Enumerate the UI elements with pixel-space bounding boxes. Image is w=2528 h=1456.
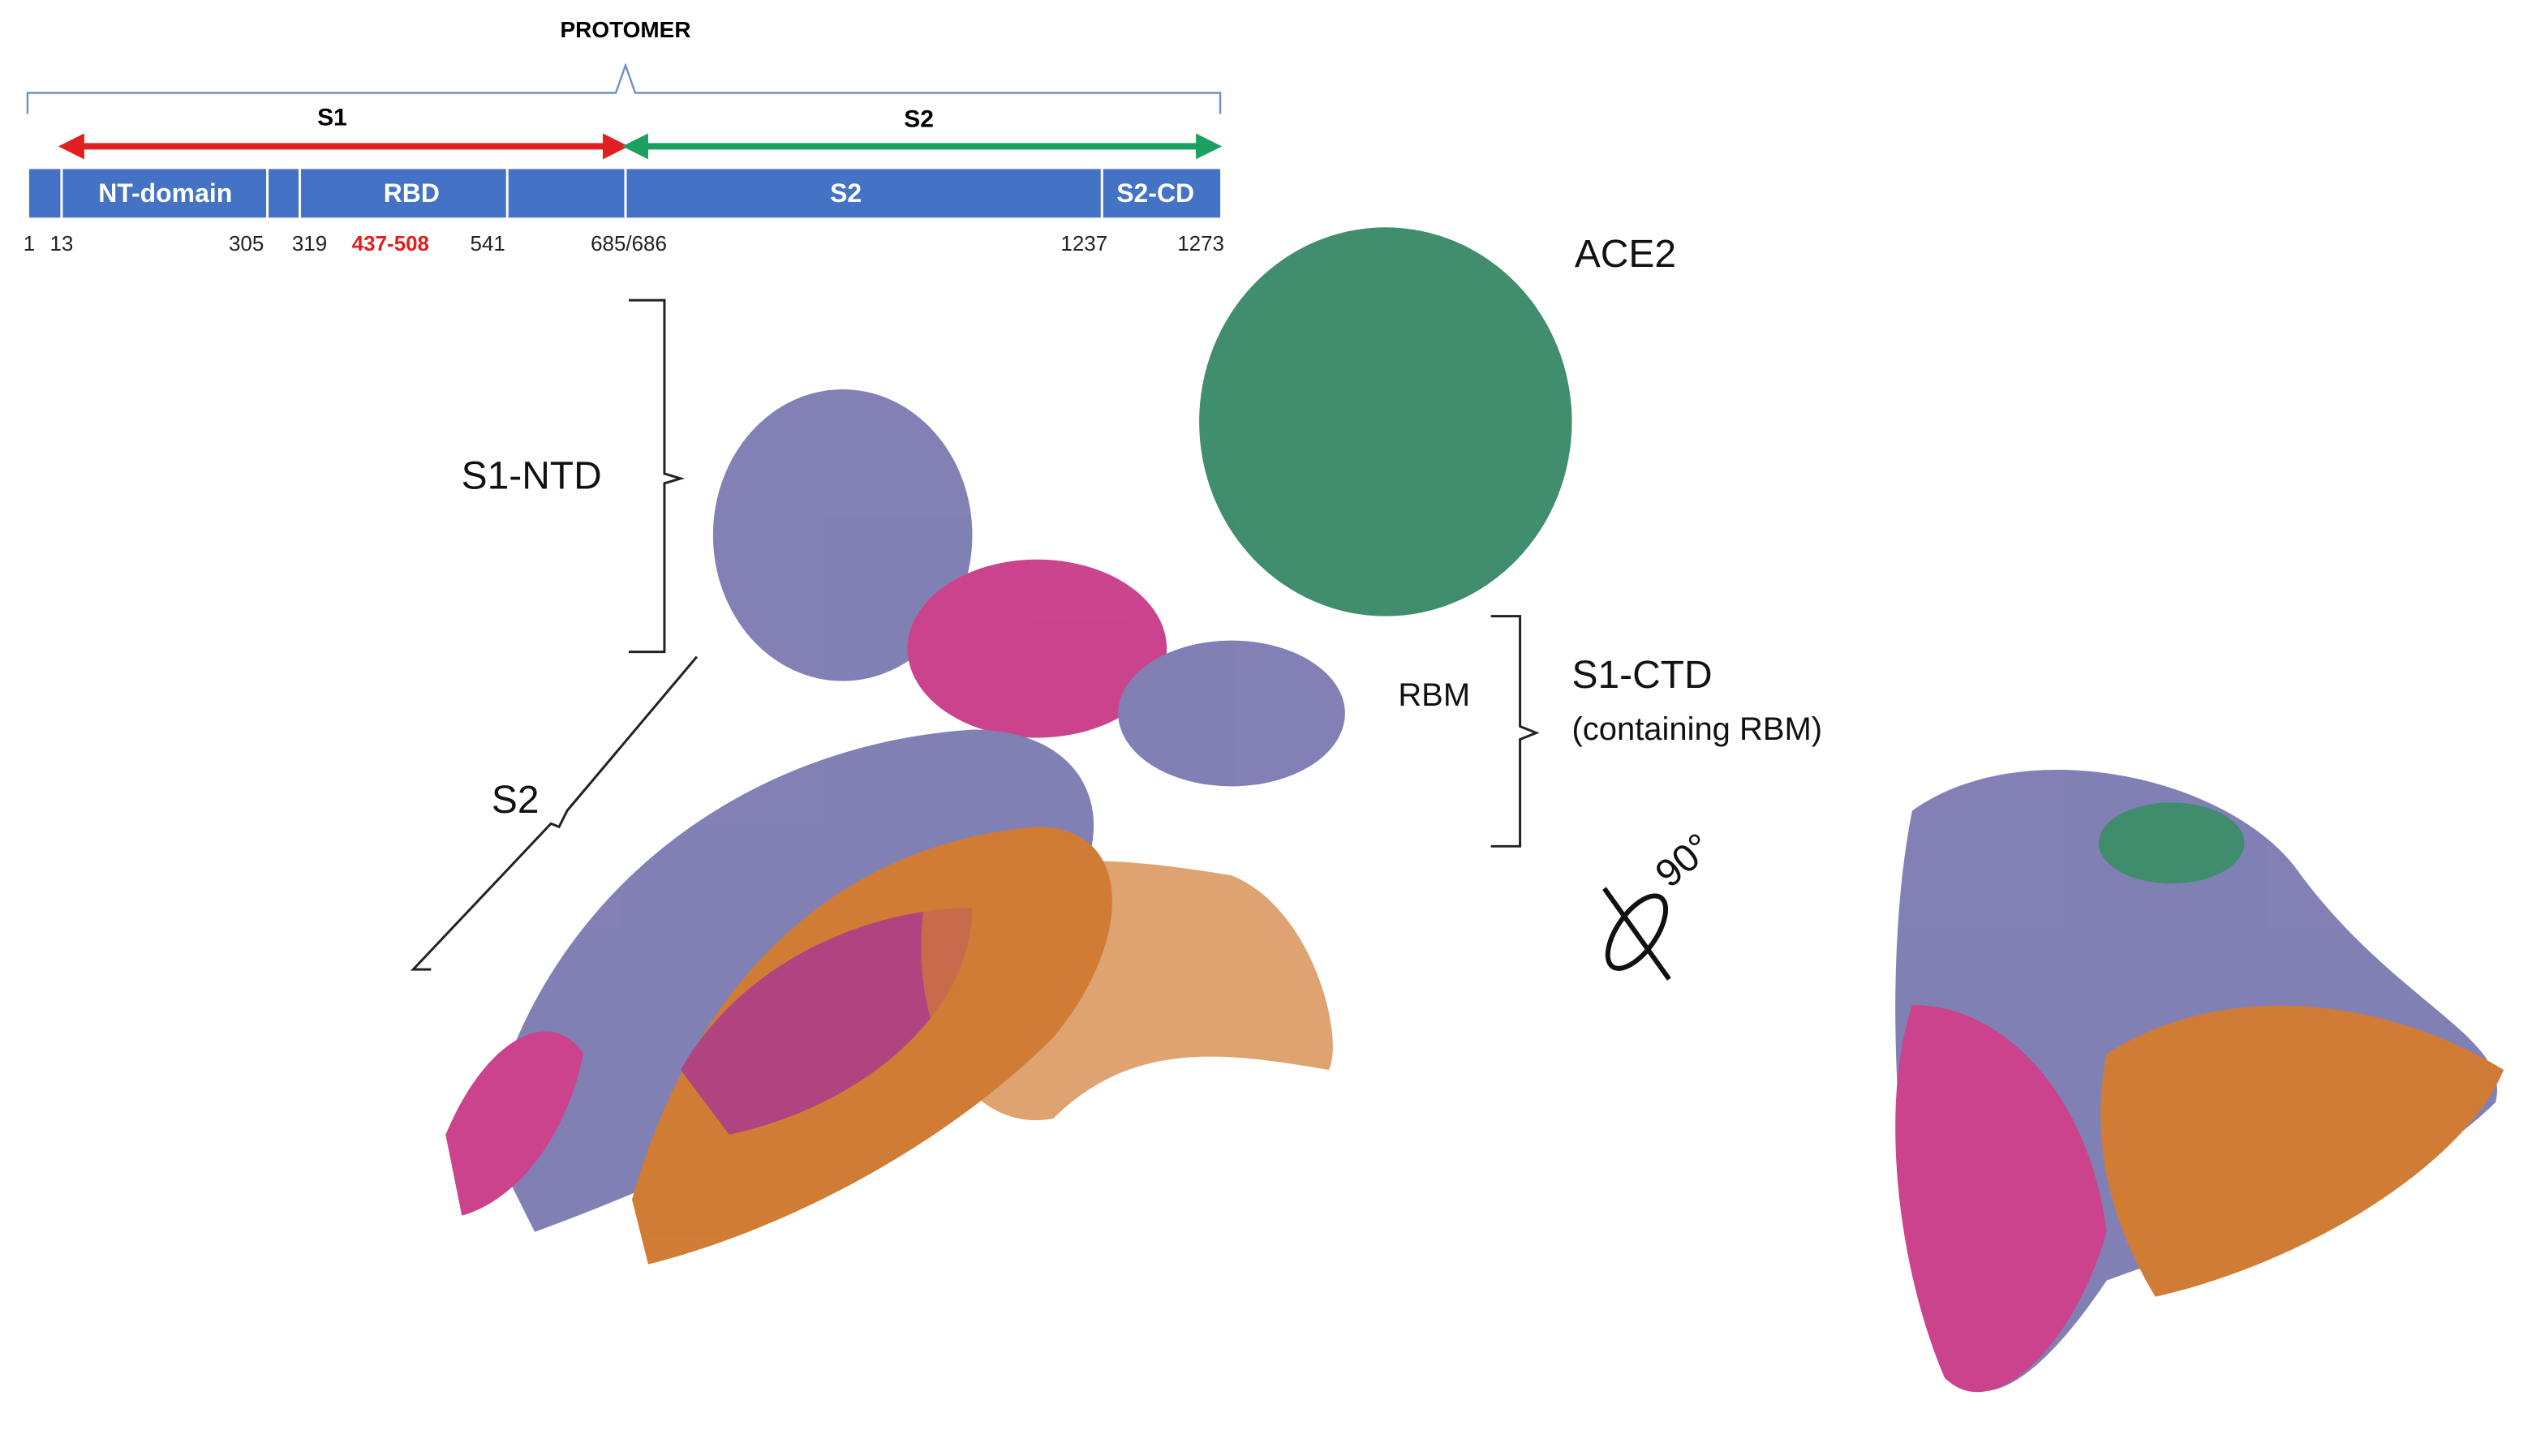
rotation-icon <box>1602 887 1671 981</box>
structure-top <box>1895 769 2504 1393</box>
bracket <box>410 655 699 971</box>
domain-label: S2-CD <box>1116 178 1194 208</box>
bracket <box>629 299 686 654</box>
rbm-label: RBM <box>1398 677 1470 713</box>
protomer-brace <box>26 62 1222 114</box>
bracket <box>1490 615 1540 848</box>
s1-ctd-label: S1-CTD <box>1572 654 1713 697</box>
s2-label: S2 <box>492 779 540 822</box>
ace2-label: ACE2 <box>1575 233 1676 276</box>
s1-ntd-label: S1-NTD <box>462 455 602 498</box>
position: 1273 <box>1177 231 1224 256</box>
position-highlight: 437-508 <box>352 231 429 256</box>
domain-label: S2 <box>830 178 862 208</box>
position: 13 <box>49 231 73 256</box>
position: 1 <box>24 231 35 256</box>
s1-ctd-note: (containing RBM) <box>1572 711 1823 747</box>
rotation-label: 90° <box>1648 826 1721 896</box>
position: 685/686 <box>591 231 667 256</box>
position: 541 <box>471 231 505 256</box>
domain-label: NT-domain <box>98 178 232 208</box>
segment-label: S2 <box>904 105 934 132</box>
domain-label: RBD <box>384 178 440 208</box>
position: 305 <box>229 231 264 256</box>
protomer-title: PROTOMER <box>561 17 691 42</box>
domain-dividers <box>60 169 1103 218</box>
position: 319 <box>292 231 327 256</box>
position: 1237 <box>1060 231 1107 256</box>
structure-side <box>445 227 1572 1265</box>
segment-label: S1 <box>317 104 347 131</box>
